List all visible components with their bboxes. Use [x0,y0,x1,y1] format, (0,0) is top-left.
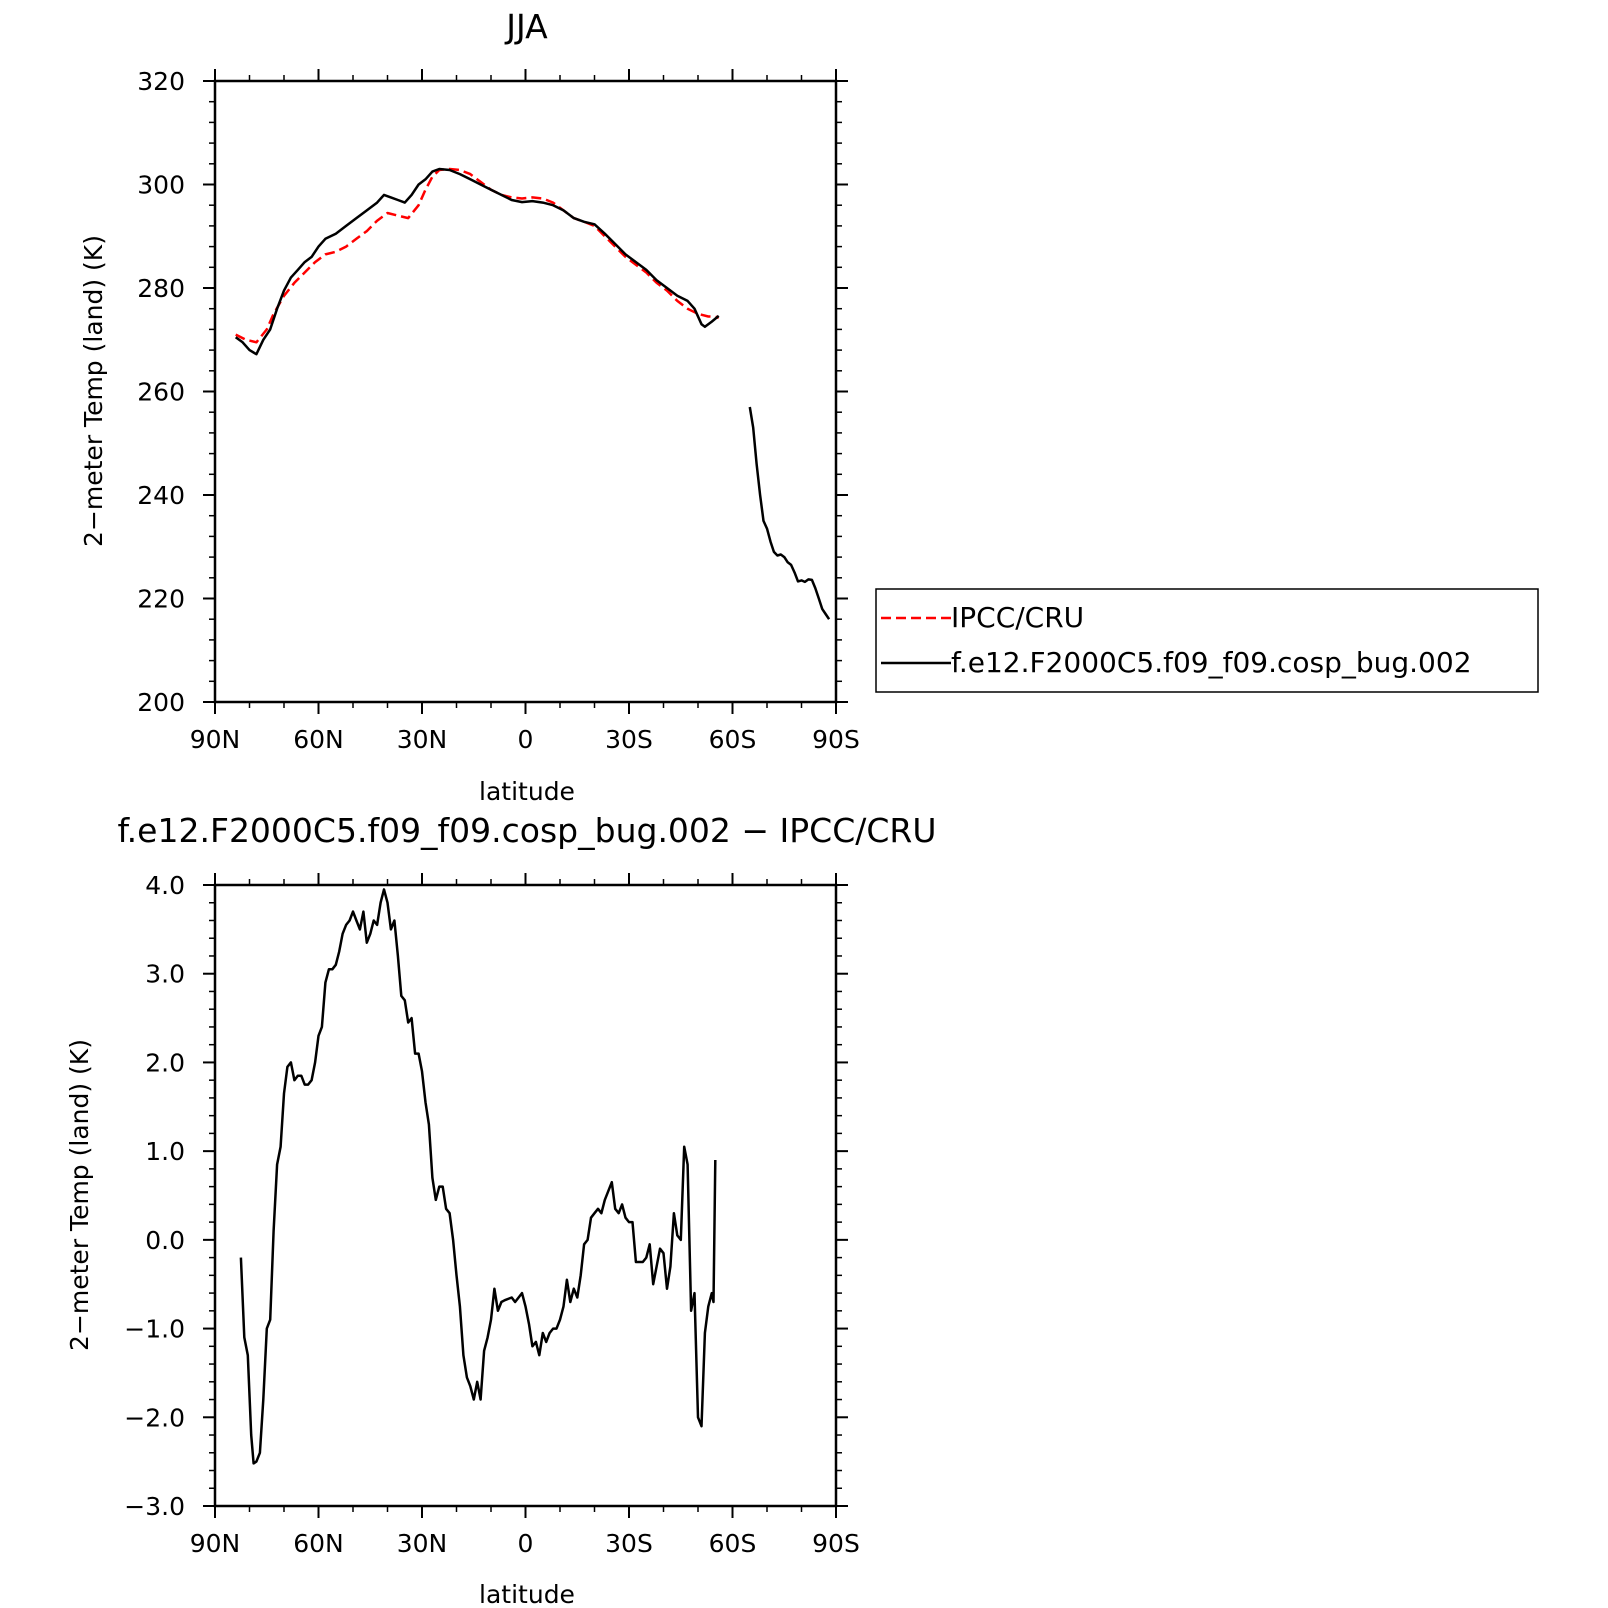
y-tick-label: −2.0 [124,1403,185,1432]
y-tick-label: 280 [137,274,185,303]
ticks-layer-bottom: 90N 60N 30N 0 30S 60S 90S −3.0 −2.0 −1.0 0.0 1.0 2.0… [124,871,860,1558]
x-tick-label: 90S [812,725,860,754]
panel-top: JJA 90N 60N 30N 0 30S 60S 90S 200 220 240 260 280 30… [79,7,860,806]
legend-label-ipcc-cru: IPCC/CRU [951,601,1084,634]
y-axis-title-bottom: 2−meter Temp (land) (K) [65,1039,94,1351]
x-tick-label: 60S [709,1529,757,1558]
x-tick-label: 30N [397,725,448,754]
series-line-0-1-0 [234,167,720,356]
legend-label-model: f.e12.F2000C5.f09_f09.cosp_bug.002 [951,646,1472,679]
ticks-layer-top: 90N 60N 30N 0 30S 60S 90S 200 220 240 260 280 300 320 [137,67,860,754]
series-layer-bottom [239,888,717,1465]
x-tick-label: 30S [605,1529,653,1558]
chart-title-bottom: f.e12.F2000C5.f09_f09.cosp_bug.002 − IPC… [117,811,936,850]
x-tick-label: 0 [518,1529,534,1558]
y-tick-label: 320 [137,67,185,96]
series-layer-top [234,167,831,620]
y-tick-label: −3.0 [124,1492,185,1521]
legend-box [875,588,1539,693]
x-tick-label: 0 [518,725,534,754]
y-tick-label: 2.0 [145,1048,185,1077]
x-tick-label: 30S [605,725,653,754]
y-tick-label: 260 [137,378,185,407]
x-tick-label: 90S [812,1529,860,1558]
series-line-0-1-1 [748,406,831,620]
y-tick-label: 220 [137,585,185,614]
x-tick-label: 30N [397,1529,448,1558]
x-tick-label: 60S [709,725,757,754]
chart-title-top: JJA [504,7,548,46]
panel-bottom: f.e12.F2000C5.f09_f09.cosp_bug.002 − IPC… [65,811,937,1608]
y-tick-label: 4.0 [145,871,185,900]
y-tick-label: 1.0 [145,1137,185,1166]
series-line-1-0-0 [239,888,717,1465]
y-tick-label: 200 [137,688,185,717]
x-tick-label: 90N [190,725,241,754]
plot-frame-bottom [213,883,838,1508]
y-tick-label: 0.0 [145,1226,185,1255]
y-axis-title-top: 2−meter Temp (land) (K) [79,235,108,547]
y-tick-label: 3.0 [145,960,185,989]
x-tick-label: 60N [293,725,344,754]
series-line-0-0-0 [235,167,720,344]
y-tick-label: 240 [137,481,185,510]
x-axis-title-top: latitude [479,777,575,806]
x-tick-label: 90N [190,1529,241,1558]
x-axis-title-bottom: latitude [479,1580,575,1608]
legend: IPCC/CRU f.e12.F2000C5.f09_f09.cosp_bug.… [875,588,1539,693]
plot-frame-top [213,79,838,704]
x-tick-label: 60N [293,1529,344,1558]
y-tick-label: 300 [137,171,185,200]
y-tick-label: −1.0 [124,1315,185,1344]
